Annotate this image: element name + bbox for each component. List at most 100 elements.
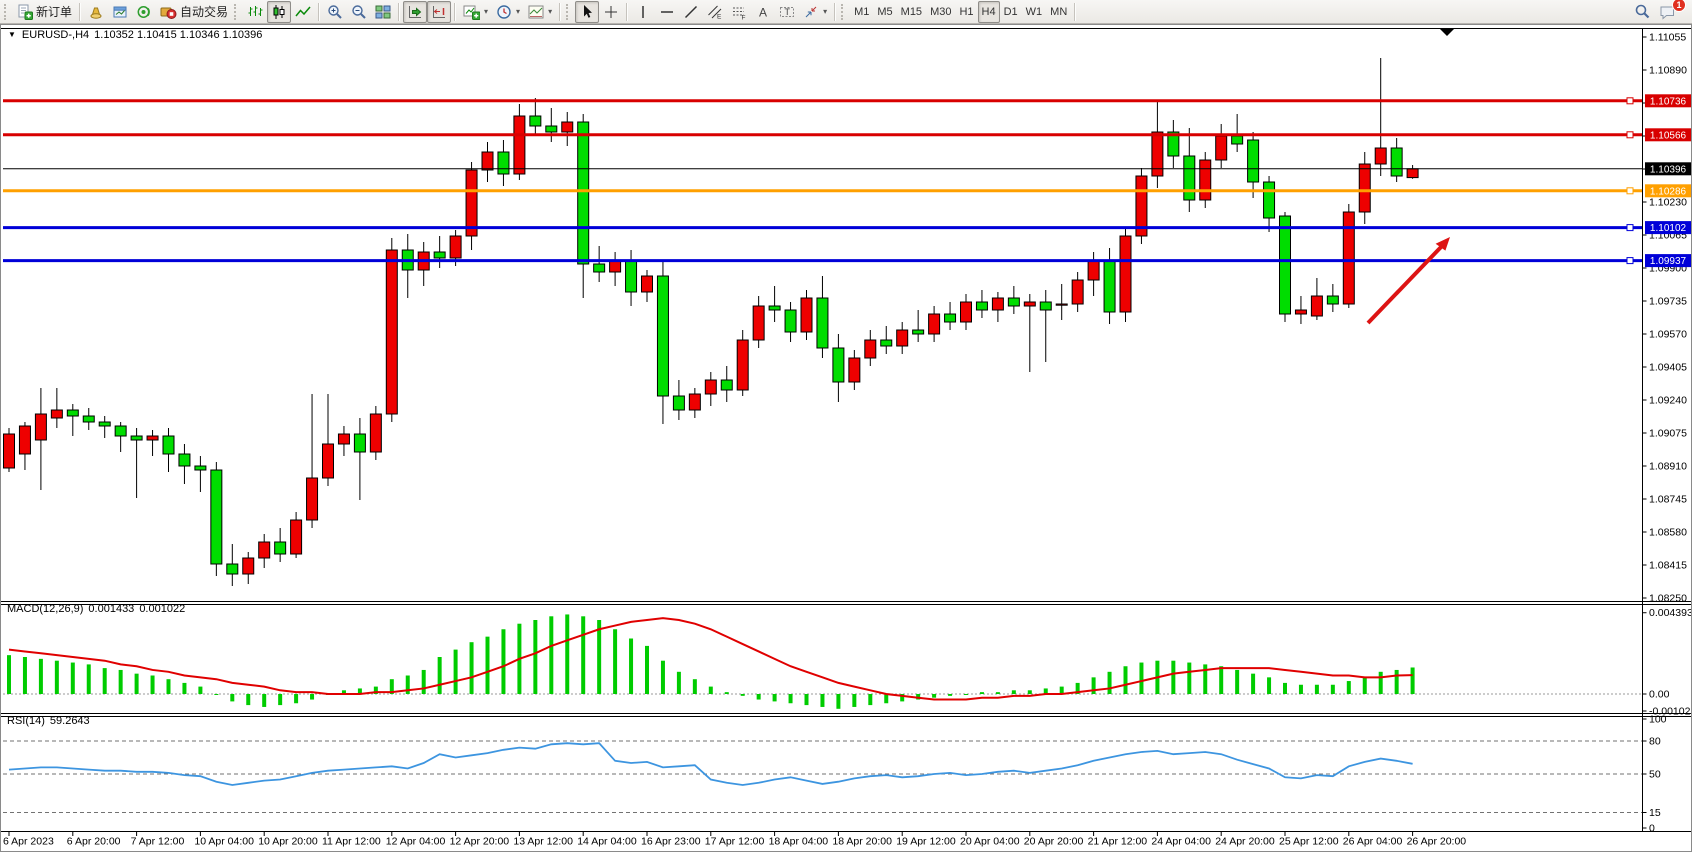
collapse-ohlc-icon[interactable]: ▼ [8, 30, 16, 39]
macd-histogram-bar [198, 686, 203, 694]
macd-signal-value: 0.001022 [139, 603, 186, 615]
macd-histogram-bar [549, 616, 554, 694]
macd-histogram-bar [565, 614, 570, 694]
macd-histogram-bar [1171, 660, 1176, 694]
macd-histogram-bar [1123, 666, 1128, 694]
periods-button[interactable]: ▾ [492, 1, 524, 23]
macd-histogram-bar [389, 679, 394, 694]
timeframe-h1-button[interactable]: H1 [959, 5, 974, 18]
bull-candle [449, 235, 462, 259]
chart-shift-button[interactable] [427, 0, 452, 23]
zoom-out-button[interactable] [347, 1, 371, 23]
macd-histogram-bar [597, 620, 602, 694]
macd-histogram-bar [437, 657, 442, 694]
macd-histogram-bar [357, 688, 362, 694]
chat-button[interactable]: 1 [1655, 0, 1686, 23]
trendline-button[interactable] [679, 1, 703, 23]
bear-candle [545, 125, 558, 133]
fibonacci-button[interactable]: F [727, 1, 751, 23]
crosshair-icon [605, 5, 618, 18]
macd-histogram-bar [1107, 671, 1112, 694]
zoom-in-icon [328, 4, 342, 19]
svg-text:1.10230: 1.10230 [1649, 197, 1687, 209]
bull-candle [1406, 168, 1419, 179]
toolbar-separator [454, 2, 457, 21]
macd-name: MACD(12,26,9) [7, 603, 84, 615]
svg-text:12 Apr 04:00: 12 Apr 04:00 [386, 836, 446, 848]
level-lines[interactable]: 1.10736 1.10566 1.10396 1.10286 1.10102 1.099… [3, 94, 1691, 268]
equidistant-channel-button[interactable]: E [703, 1, 727, 23]
autotrade-button[interactable]: 自动交易 [156, 1, 232, 23]
bear-candle [832, 347, 845, 383]
svg-text:26 Apr 04:00: 26 Apr 04:00 [1343, 836, 1403, 848]
chart-canvas[interactable]: 1.110551.108901.107251.105601.103951.102… [1, 25, 1692, 851]
arrows-button[interactable]: ▾ [799, 1, 831, 23]
bear-candle [1103, 259, 1116, 313]
horizontal-line-icon [661, 10, 674, 13]
timeframe-m1-button[interactable]: M1 [854, 5, 870, 18]
bear-candle [1007, 297, 1020, 307]
terminal-button[interactable] [108, 1, 132, 23]
timeframe-h4-button[interactable]: H4 [977, 0, 1000, 23]
bull-candle [18, 425, 31, 455]
toolbar-separator [626, 2, 629, 21]
toolbar-grip[interactable] [234, 3, 239, 20]
auto-scroll-icon [409, 5, 422, 18]
bear-candle [672, 395, 685, 411]
bear-candle [178, 453, 191, 467]
macd-histogram-bar [86, 664, 91, 694]
navigator-button[interactable] [132, 1, 156, 23]
price-label-box [1645, 184, 1691, 198]
tile-windows-button[interactable] [371, 1, 395, 23]
cursor-button[interactable] [575, 0, 600, 23]
toolbar-grip[interactable] [566, 3, 571, 20]
auto-scroll-button[interactable] [403, 0, 428, 23]
candlestick-series [3, 58, 1419, 586]
bear-candle [274, 541, 287, 555]
svg-text:100: 100 [1649, 714, 1667, 726]
timeframe-m5-button[interactable]: M5 [877, 5, 893, 18]
timeframe-m15-button[interactable]: M15 [900, 5, 923, 18]
svg-text:E: E [717, 13, 722, 20]
bull-candle [3, 433, 15, 469]
svg-text:20 Apr 04:00: 20 Apr 04:00 [960, 836, 1020, 848]
profile-button[interactable] [84, 1, 108, 23]
bear-candle [210, 469, 223, 565]
toolbar-grip[interactable] [4, 3, 9, 20]
timeframe-w1-button[interactable]: W1 [1025, 5, 1043, 18]
rsi-name: RSI(14) [7, 715, 45, 727]
chart-shift-marker-icon[interactable] [1440, 29, 1454, 36]
search-button[interactable] [1630, 1, 1655, 23]
bull-candle [322, 443, 334, 479]
bull-candle [385, 249, 398, 415]
timeframe-d1-button[interactable]: D1 [1003, 5, 1018, 18]
candlestick-chart-icon [273, 4, 285, 19]
new-order-button[interactable]: 新订单 [13, 1, 76, 23]
indicators-button[interactable]: ▾ [459, 1, 492, 23]
line-chart-button[interactable] [291, 1, 315, 23]
trend-arrow-annotation[interactable] [1366, 237, 1450, 325]
candlestick-chart-button[interactable] [267, 0, 292, 23]
macd-histogram-bar [102, 668, 107, 694]
timeframe-mn-button[interactable]: MN [1050, 5, 1068, 18]
svg-text:1.09735: 1.09735 [1649, 296, 1687, 308]
svg-text:10 Apr 20:00: 10 Apr 20:00 [258, 836, 318, 848]
bull-candle [306, 477, 319, 521]
templates-button[interactable]: ▾ [524, 1, 556, 23]
horizontal-line-button[interactable] [655, 1, 679, 23]
toolbar-grip[interactable] [841, 3, 846, 20]
timeframe-m30-button[interactable]: M30 [930, 5, 952, 18]
text-button[interactable]: A [751, 1, 775, 23]
macd-histogram-bar [1235, 669, 1240, 694]
toolbar-separator [318, 2, 321, 21]
zoom-in-button[interactable] [323, 1, 347, 23]
crosshair-button[interactable] [599, 1, 623, 23]
macd-histogram-bar [740, 694, 745, 696]
price-label-box [1645, 162, 1691, 176]
text-label-button[interactable]: T [775, 1, 799, 23]
macd-histogram-bar [804, 694, 809, 706]
bar-chart-button[interactable] [243, 1, 267, 23]
rsi-indicator-label: RSI(14) 59.2643 [7, 715, 90, 727]
vertical-line-button[interactable] [631, 1, 655, 23]
toolbar-separator [79, 2, 82, 21]
